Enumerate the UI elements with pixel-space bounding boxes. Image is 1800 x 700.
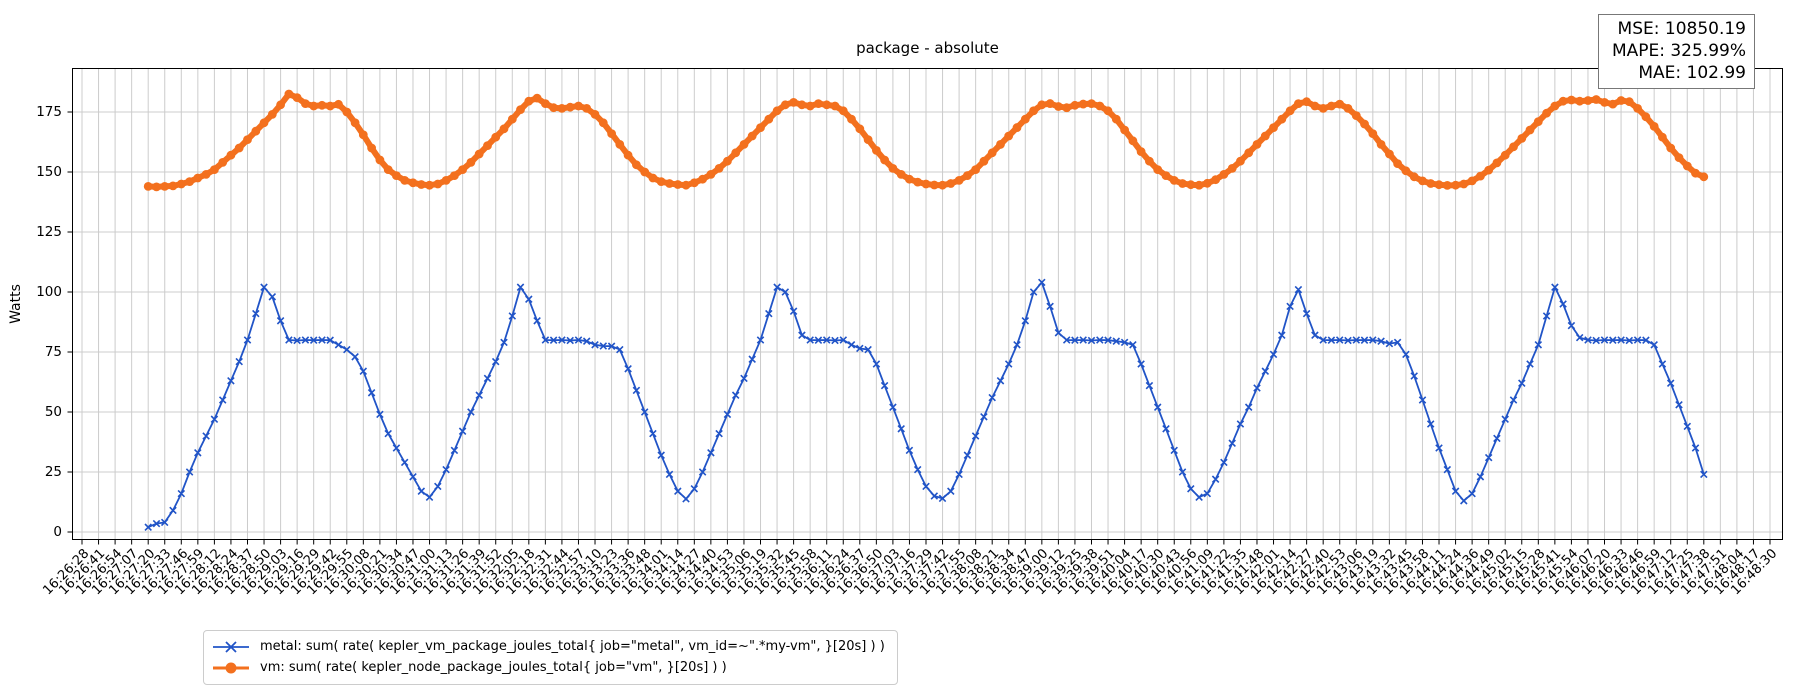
stats-box: MSE: 10850.19 MAPE: 325.99% MAE: 102.99 — [1598, 14, 1755, 89]
legend-item-metal: metal: sum( rate( kepler_vm_package_joul… — [212, 636, 885, 657]
legend: metal: sum( rate( kepler_vm_package_joul… — [203, 630, 898, 685]
stat-mse: MSE: 10850.19 — [1617, 19, 1746, 39]
legend-item-vm: vm: sum( rate( kepler_node_package_joule… — [212, 657, 885, 678]
y-tick-label: 25 — [44, 464, 62, 480]
plot-canvas — [67, 68, 1783, 545]
series-metal-markers — [144, 278, 1708, 531]
y-tick-label: 175 — [36, 104, 62, 120]
plot-border — [72, 68, 1783, 540]
y-tick-label: 75 — [44, 344, 62, 360]
stat-mae: MAE: 102.99 — [1638, 63, 1746, 83]
legend-label-metal: metal: sum( rate( kepler_vm_package_joul… — [260, 639, 885, 654]
y-tick-label: 0 — [53, 524, 62, 540]
legend-label-vm: vm: sum( rate( kepler_node_package_joule… — [260, 660, 727, 675]
y-tick-label: 50 — [44, 404, 62, 420]
series-vm-markers — [143, 89, 1709, 192]
vm-line-circle-marker-icon — [213, 662, 249, 673]
y-tick-label: 100 — [36, 284, 62, 300]
metal-line-x-marker-icon — [213, 640, 249, 653]
plot-area — [67, 68, 1783, 545]
y-tick-label: 150 — [36, 164, 62, 180]
y-tick-label: 125 — [36, 224, 62, 240]
chart-title: package - absolute — [856, 39, 999, 57]
stat-mape: MAPE: 325.99% — [1611, 41, 1746, 61]
y-axis-label: Watts — [8, 284, 24, 324]
